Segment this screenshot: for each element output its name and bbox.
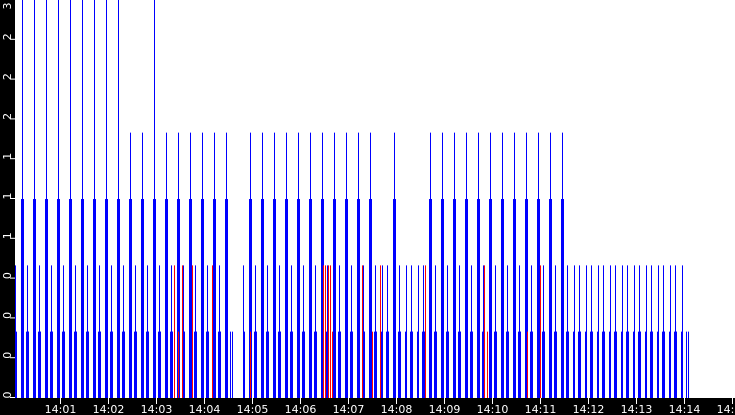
x-tick-label: 14:02 — [93, 403, 125, 415]
y-tick-label: 0 — [1, 352, 14, 359]
y-tick-label: 0 — [1, 312, 14, 319]
y-tick-label: 2 — [1, 73, 14, 80]
x-axis-band — [0, 398, 735, 415]
x-tick-label: 14:11 — [525, 403, 557, 415]
y-axis-band — [0, 0, 15, 415]
x-tick-label: 14:10 — [477, 403, 509, 415]
y-tick-label: 1 — [1, 153, 14, 160]
y-tick-label: 1 — [1, 193, 14, 200]
y-tick-label: 1 — [1, 232, 14, 239]
y-tick-label: 2 — [1, 33, 14, 40]
x-tick-label: 14:07 — [333, 403, 365, 415]
x-tick-label: 14:08 — [381, 403, 413, 415]
x-tick-label: 14:09 — [429, 403, 461, 415]
x-tick-label: 14:05 — [237, 403, 269, 415]
y-tick-label: 0 — [1, 392, 14, 399]
x-tick-label: 14:04 — [189, 403, 221, 415]
x-tick-label: 14:01 — [45, 403, 77, 415]
x-tick-label: 14:15 — [717, 403, 735, 415]
y-tick-label: 0 — [1, 272, 14, 279]
y-tick-label: 3 — [1, 3, 14, 10]
x-axis: 14:01 14:02 14:03 14:04 14:05 14:06 14:07 14:08… — [45, 398, 735, 415]
x-tick-label: 14:13 — [621, 403, 653, 415]
y-axis: 0 0 0 0 1 1 1 2 2 2 3 — [1, 3, 15, 399]
plot-area — [15, 0, 689, 398]
x-tick-label: 14:03 — [141, 403, 173, 415]
x-tick-label: 14:14 — [669, 403, 701, 415]
x-tick-label: 14:06 — [285, 403, 317, 415]
y-tick-label: 2 — [1, 113, 14, 120]
x-tick-label: 14:12 — [573, 403, 605, 415]
